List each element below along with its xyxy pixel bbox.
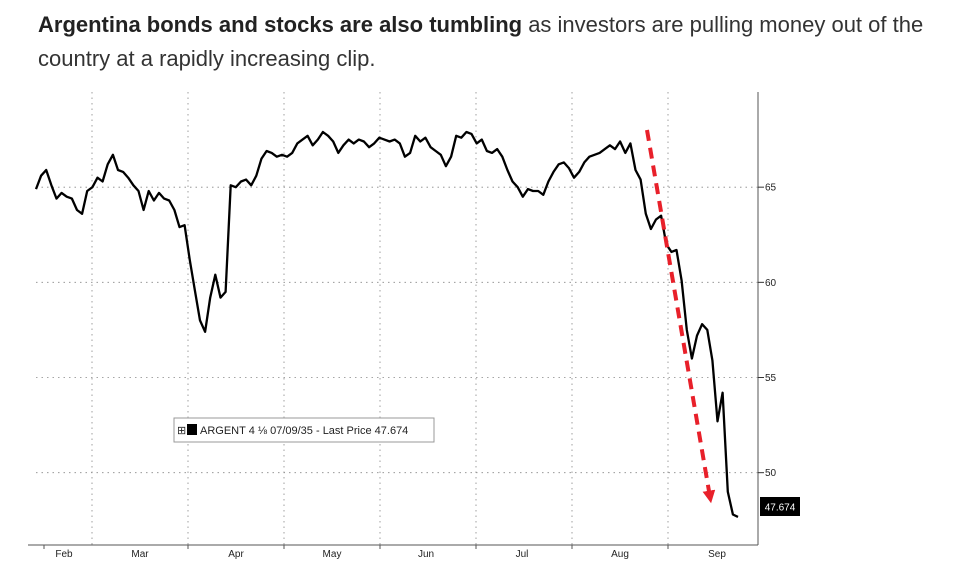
last-price-background bbox=[760, 497, 800, 516]
x-tick-label: May bbox=[323, 549, 342, 560]
x-tick-label: Jun bbox=[418, 549, 434, 560]
x-tick-label: Apr bbox=[228, 549, 244, 560]
x-tick-label: Mar bbox=[131, 549, 149, 560]
last-price-box: 47.674 bbox=[760, 497, 800, 516]
series-line-argent bbox=[34, 130, 739, 518]
y-tick-label: 60 bbox=[765, 278, 777, 289]
y-tick-label: 55 bbox=[765, 373, 777, 384]
legend: ⊞ ARGENT 4 ⅛ 07/09/35 - Last Price 47.67… bbox=[173, 417, 435, 443]
x-tick-label: Sep bbox=[708, 549, 726, 560]
x-tick-label: Feb bbox=[55, 549, 73, 560]
x-tick-label: Jul bbox=[516, 549, 529, 560]
x-axis: Feb Mar Apr May Jun Jul Aug Sep bbox=[43, 545, 726, 560]
headline-rest: as investors are pulling money out of th… bbox=[38, 12, 924, 71]
trend-arrow bbox=[645, 129, 716, 504]
x-tick-label: Aug bbox=[611, 549, 629, 560]
y-tick-label: 50 bbox=[765, 468, 777, 479]
headline-bold: Argentina bonds and stocks are also tumb… bbox=[38, 12, 523, 37]
legend-swatch bbox=[187, 424, 197, 435]
legend-toggle-icon[interactable]: ⊞ bbox=[177, 425, 186, 437]
last-price-label: 47.674 bbox=[765, 503, 796, 514]
headline: Argentina bonds and stocks are also tumb… bbox=[38, 8, 968, 76]
y-tick-label: 65 bbox=[765, 183, 777, 194]
y-axis: 65 60 55 50 bbox=[758, 183, 777, 479]
legend-box bbox=[173, 417, 435, 443]
chart-grid bbox=[36, 92, 758, 545]
legend-label: ARGENT 4 ⅛ 07/09/35 - Last Price 47.674 bbox=[200, 425, 408, 437]
